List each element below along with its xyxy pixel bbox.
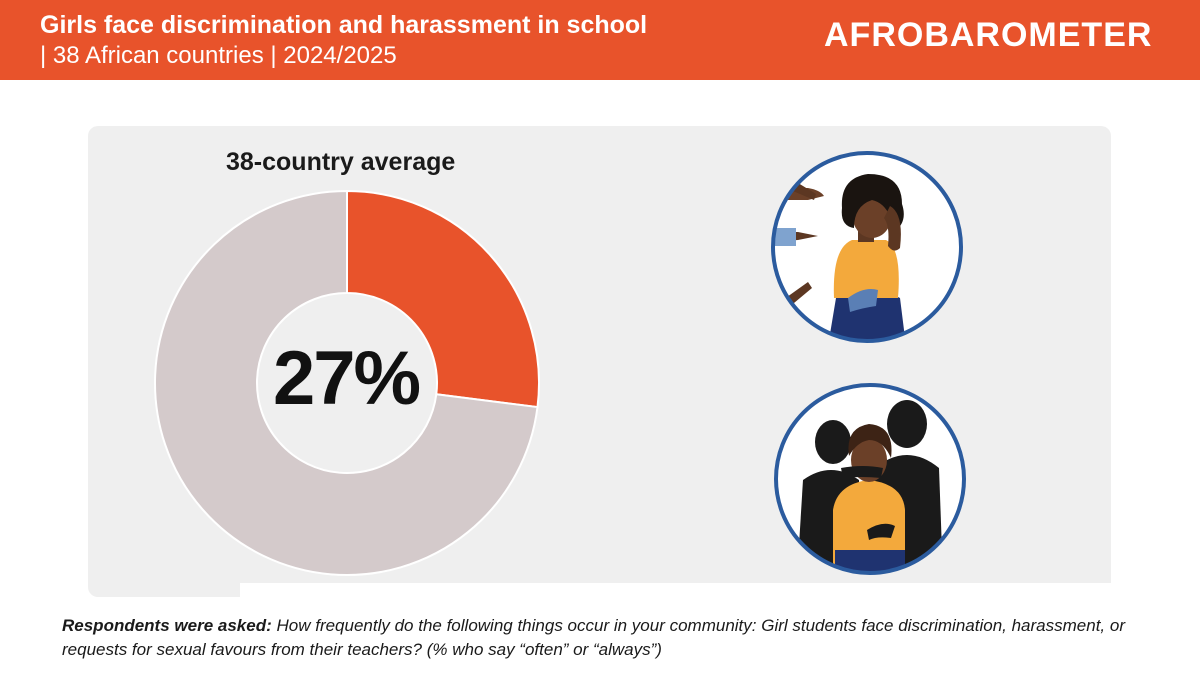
girl-silenced-by-shadows-icon <box>774 383 966 575</box>
donut-slice-remainder <box>154 189 539 576</box>
survey-question-lead: Respondents were asked: <box>62 616 272 635</box>
girl-pointed-at-icon <box>771 151 963 343</box>
header-bar: Girls face discrimination and harassment… <box>0 0 1200 80</box>
chart-panel-tab <box>88 583 240 597</box>
chart-title: 38-country average <box>226 148 456 176</box>
survey-question-note: Respondents were asked: How frequently d… <box>62 614 1152 662</box>
page-subtitle: | 38 African countries | 2024/2025 <box>40 42 397 69</box>
page-title: Girls face discrimination and harassment… <box>40 11 648 39</box>
afrobarometer-logo: AFROBAROMETER <box>824 16 1153 54</box>
survey-question-text: How frequently do the following things o… <box>62 616 1125 659</box>
donut-slice-often-always <box>346 189 540 409</box>
average-value-label: 27% <box>272 336 421 421</box>
